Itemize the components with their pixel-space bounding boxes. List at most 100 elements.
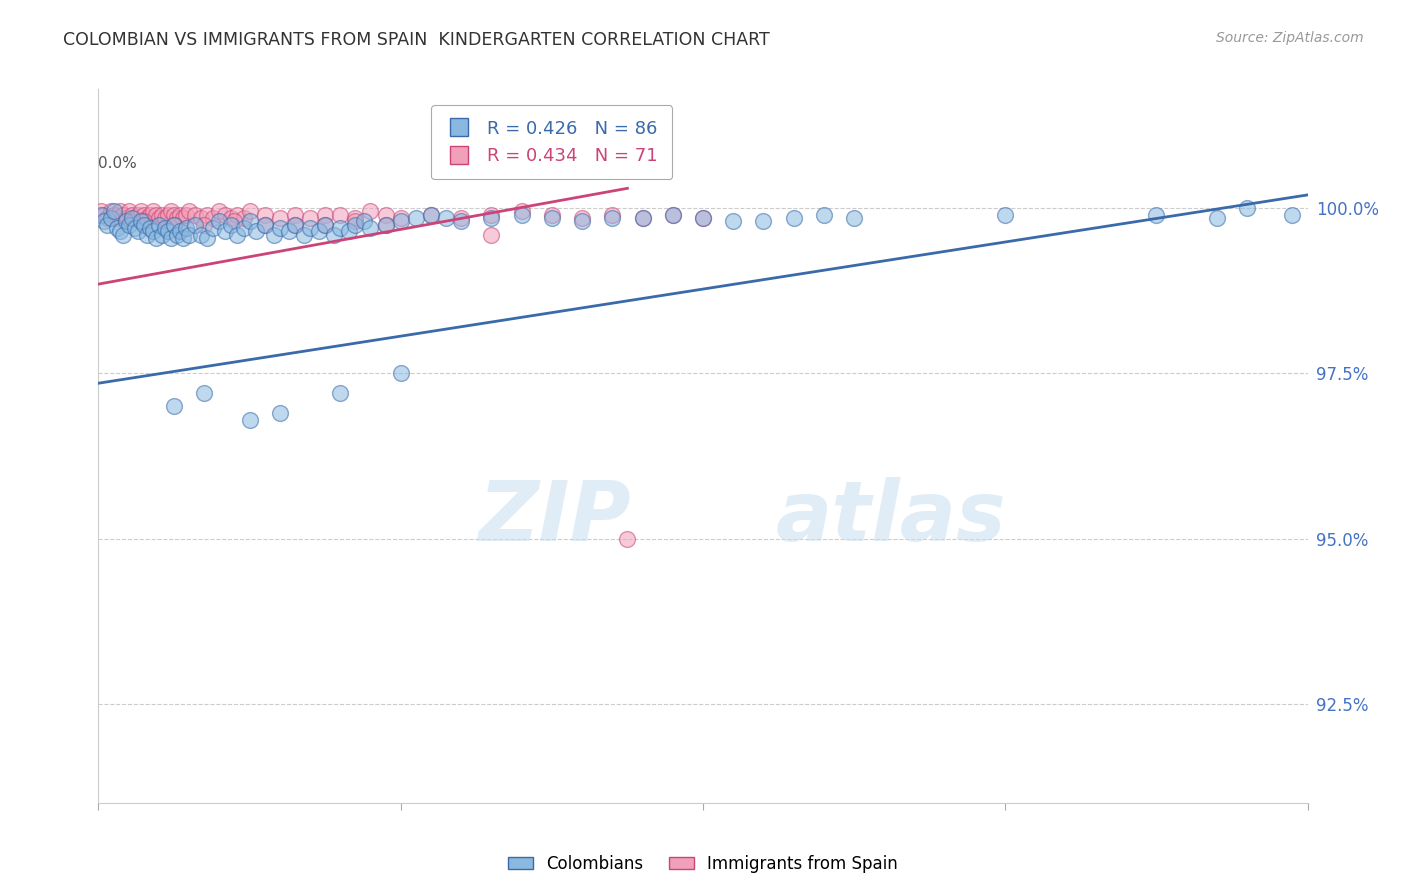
Point: [344, 211, 367, 225]
Point: [263, 227, 285, 242]
Point: [389, 367, 412, 381]
Point: [105, 211, 128, 225]
Point: [114, 214, 136, 228]
Point: [184, 218, 207, 232]
Point: [139, 221, 162, 235]
Point: [208, 204, 231, 219]
Point: [118, 218, 141, 232]
Point: [90, 208, 112, 222]
Point: [163, 218, 186, 232]
Point: [994, 208, 1017, 222]
Point: [783, 211, 806, 225]
Point: [127, 208, 149, 222]
Point: [344, 218, 367, 232]
Point: [239, 214, 262, 228]
Point: [269, 406, 291, 420]
Point: [145, 208, 167, 222]
Point: [108, 224, 131, 238]
Point: [1281, 208, 1303, 222]
Point: [135, 211, 157, 225]
Point: [121, 211, 143, 225]
Point: [245, 224, 267, 238]
Point: [602, 211, 624, 225]
Point: [374, 218, 396, 232]
Point: [420, 208, 443, 222]
Point: [111, 227, 134, 242]
Point: [150, 208, 173, 222]
Point: [344, 214, 367, 228]
Point: [163, 218, 186, 232]
Point: [374, 208, 396, 222]
Legend: Colombians, Immigrants from Spain: Colombians, Immigrants from Spain: [502, 848, 904, 880]
Point: [96, 211, 118, 225]
Point: [127, 224, 149, 238]
Point: [172, 231, 194, 245]
Point: [323, 227, 346, 242]
Point: [214, 208, 236, 222]
Point: [1206, 211, 1229, 225]
Point: [813, 208, 835, 222]
Point: [1236, 201, 1258, 215]
Point: [93, 208, 115, 222]
Point: [571, 211, 593, 225]
Point: [179, 227, 201, 242]
Point: [420, 208, 443, 222]
Point: [692, 211, 714, 225]
Point: [253, 218, 276, 232]
Point: [299, 221, 322, 235]
Point: [172, 211, 194, 225]
Point: [481, 227, 503, 242]
Point: [190, 211, 212, 225]
Point: [148, 211, 170, 225]
Text: atlas: atlas: [776, 477, 1007, 558]
Point: [142, 204, 165, 219]
Point: [314, 218, 336, 232]
Point: [103, 204, 125, 219]
Legend: R = 0.426   N = 86, R = 0.434   N = 71: R = 0.426 N = 86, R = 0.434 N = 71: [432, 105, 672, 179]
Point: [166, 227, 188, 242]
Point: [602, 208, 624, 222]
Point: [224, 214, 246, 228]
Point: [308, 224, 330, 238]
Point: [510, 204, 533, 219]
Point: [844, 211, 866, 225]
Point: [142, 224, 165, 238]
Point: [450, 214, 472, 228]
Point: [100, 211, 122, 225]
Point: [169, 208, 191, 222]
Point: [314, 218, 336, 232]
Point: [723, 214, 745, 228]
Point: [121, 208, 143, 222]
Point: [90, 204, 112, 219]
Point: [692, 211, 714, 225]
Point: [114, 211, 136, 225]
Point: [239, 412, 262, 426]
Point: [195, 231, 218, 245]
Point: [160, 231, 183, 245]
Point: [284, 218, 307, 232]
Point: [1144, 208, 1167, 222]
Point: [132, 214, 155, 228]
Point: [616, 532, 638, 546]
Point: [129, 214, 152, 228]
Point: [193, 218, 215, 232]
Point: [174, 221, 197, 235]
Point: [232, 211, 254, 225]
Text: Source: ZipAtlas.com: Source: ZipAtlas.com: [1216, 31, 1364, 45]
Point: [540, 208, 562, 222]
Point: [374, 218, 396, 232]
Point: [156, 208, 179, 222]
Point: [253, 218, 276, 232]
Point: [100, 204, 122, 219]
Point: [202, 221, 225, 235]
Point: [179, 204, 201, 219]
Point: [153, 211, 176, 225]
Point: [202, 211, 225, 225]
Point: [510, 208, 533, 222]
Point: [360, 221, 382, 235]
Point: [129, 204, 152, 219]
Point: [221, 211, 243, 225]
Point: [662, 208, 685, 222]
Point: [226, 208, 249, 222]
Point: [481, 208, 503, 222]
